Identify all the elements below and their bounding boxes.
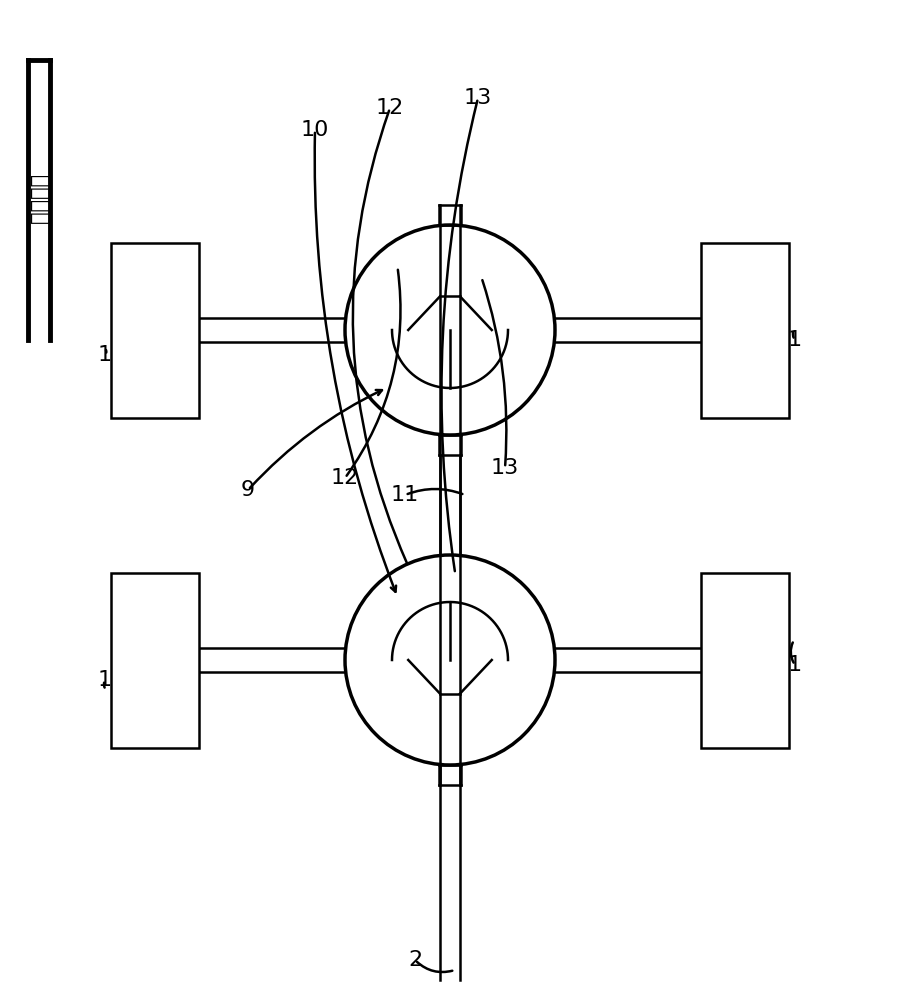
Text: 10: 10 (300, 120, 329, 140)
Text: 1: 1 (98, 345, 112, 365)
Circle shape (345, 555, 555, 765)
Bar (701, 242, 789, 418)
Text: 1: 1 (788, 330, 802, 350)
Text: 13: 13 (491, 458, 520, 478)
Text: 13: 13 (464, 88, 492, 108)
Bar (111, 572, 199, 748)
Text: 12: 12 (331, 468, 359, 488)
Text: 9: 9 (241, 480, 255, 500)
Text: 1: 1 (98, 670, 112, 690)
Text: 2: 2 (408, 950, 422, 970)
Text: 11: 11 (391, 485, 419, 505)
Text: 现有技术: 现有技术 (29, 175, 49, 225)
Text: 12: 12 (376, 98, 404, 118)
Circle shape (345, 225, 555, 435)
Bar (701, 572, 789, 748)
Text: 1: 1 (788, 655, 802, 675)
Bar (111, 242, 199, 418)
